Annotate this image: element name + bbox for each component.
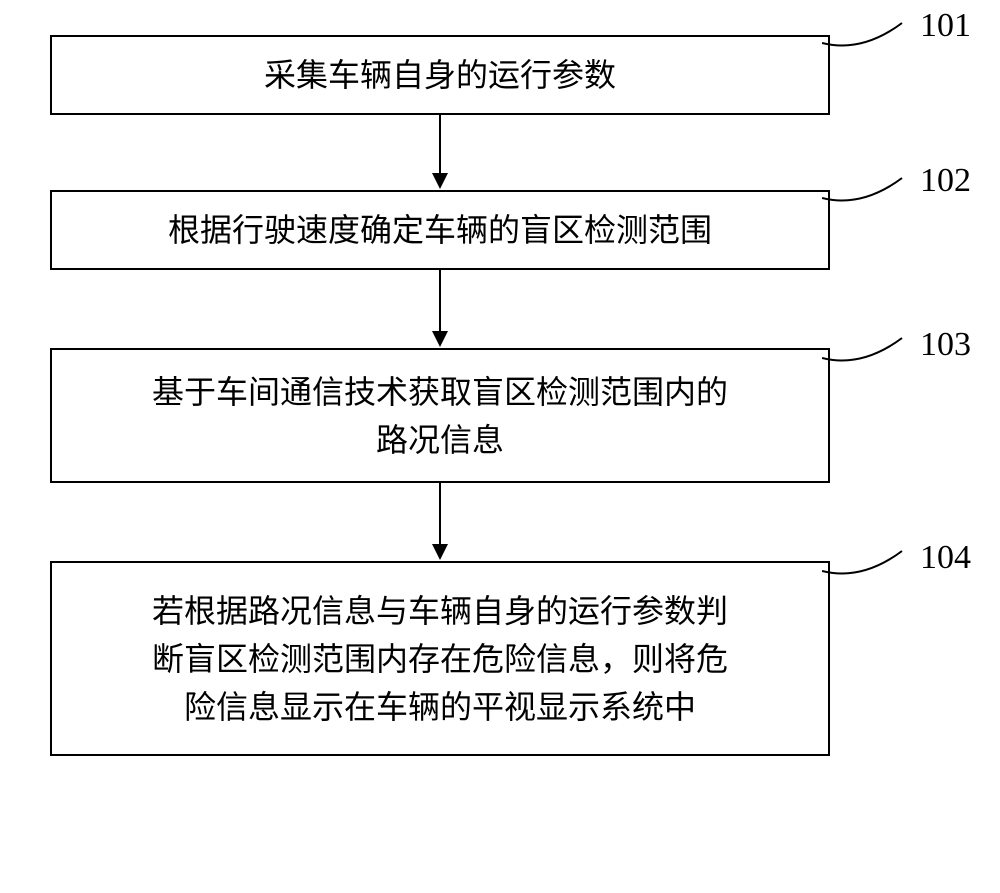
step-box-1: 采集车辆自身的运行参数 — [50, 35, 830, 115]
step-label-1: 101 — [920, 7, 971, 45]
step-row-2: 根据行驶速度确定车辆的盲区检测范围 102 — [50, 190, 950, 270]
step-text-1: 采集车辆自身的运行参数 — [264, 51, 616, 99]
step-text-4: 若根据路况信息与车辆自身的运行参数判 断盲区检测范围内存在危险信息，则将危 险信… — [152, 587, 728, 731]
step-row-3: 基于车间通信技术获取盲区检测范围内的 路况信息 103 — [50, 348, 950, 483]
flowchart-container: 采集车辆自身的运行参数 101 根据行驶速度确定车辆的盲区检测范围 102 基于… — [50, 35, 950, 756]
step-text-2: 根据行驶速度确定车辆的盲区检测范围 — [168, 206, 712, 254]
arrow-3-4 — [50, 483, 830, 561]
step-label-2: 102 — [920, 162, 971, 200]
arrow-2-3 — [50, 270, 830, 348]
arrow-1-2 — [50, 115, 830, 190]
step-row-1: 采集车辆自身的运行参数 101 — [50, 35, 950, 115]
step-box-2: 根据行驶速度确定车辆的盲区检测范围 — [50, 190, 830, 270]
step-label-4: 104 — [920, 539, 971, 577]
step-box-3: 基于车间通信技术获取盲区检测范围内的 路况信息 — [50, 348, 830, 483]
step-row-4: 若根据路况信息与车辆自身的运行参数判 断盲区检测范围内存在危险信息，则将危 险信… — [50, 561, 950, 756]
step-label-3: 103 — [920, 326, 971, 364]
step-text-3: 基于车间通信技术获取盲区检测范围内的 路况信息 — [152, 368, 728, 464]
step-box-4: 若根据路况信息与车辆自身的运行参数判 断盲区检测范围内存在危险信息，则将危 险信… — [50, 561, 830, 756]
